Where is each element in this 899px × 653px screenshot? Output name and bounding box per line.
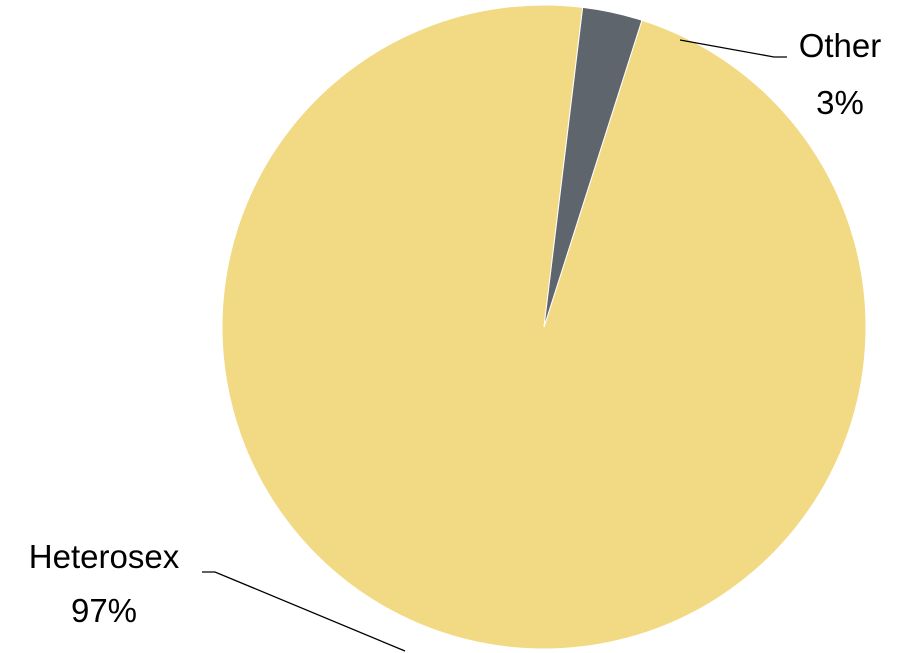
leader-line-heterosex — [202, 571, 406, 652]
slice-value-heterosex: 97% — [71, 592, 137, 629]
slice-value-other: 3% — [816, 84, 864, 121]
slice-label-heterosex: Heterosex — [29, 538, 180, 575]
pie-slices — [221, 4, 867, 650]
slice-label-other: Other — [799, 27, 882, 64]
leader-line-other — [679, 39, 787, 58]
pie-slice-other — [543, 6, 643, 328]
